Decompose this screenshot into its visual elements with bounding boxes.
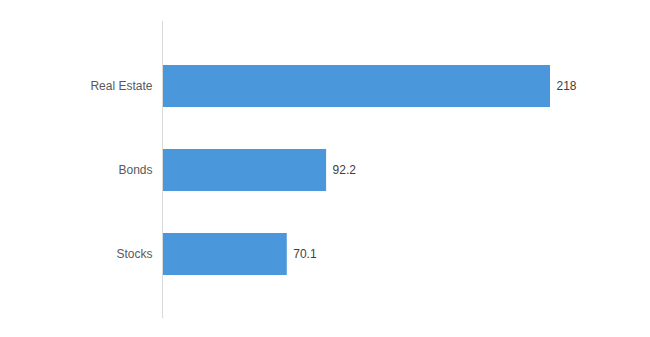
svg-text:92.2: 92.2 bbox=[333, 163, 357, 177]
svg-text:Bonds: Bonds bbox=[118, 163, 152, 177]
svg-text:70.1: 70.1 bbox=[293, 247, 317, 261]
svg-text:218: 218 bbox=[557, 79, 577, 93]
svg-text:Stocks: Stocks bbox=[116, 247, 152, 261]
svg-text:Real Estate: Real Estate bbox=[90, 79, 152, 93]
